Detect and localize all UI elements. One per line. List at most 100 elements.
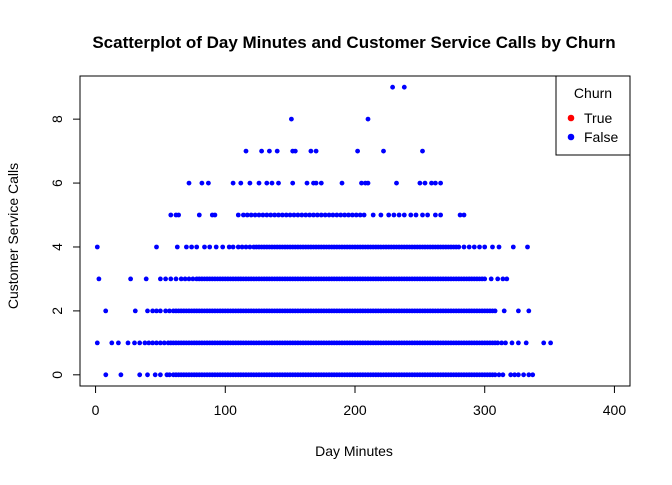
data-point bbox=[457, 212, 463, 218]
data-point bbox=[145, 308, 150, 314]
legend-title: Churn bbox=[574, 85, 612, 101]
data-point bbox=[178, 276, 184, 282]
data-point bbox=[137, 340, 143, 346]
data-point bbox=[308, 148, 314, 154]
data-point bbox=[280, 212, 285, 218]
data-point bbox=[161, 340, 167, 346]
data-point bbox=[408, 212, 414, 218]
data-point bbox=[207, 244, 213, 250]
data-point bbox=[132, 340, 137, 346]
data-point bbox=[339, 180, 345, 186]
data-point bbox=[330, 212, 336, 218]
data-point bbox=[401, 212, 407, 218]
data-point bbox=[357, 212, 363, 218]
data-point bbox=[182, 276, 188, 282]
data-point bbox=[516, 340, 521, 346]
legend-box bbox=[555, 75, 631, 156]
data-point bbox=[235, 244, 241, 250]
data-point bbox=[289, 116, 294, 122]
data-point bbox=[394, 180, 399, 186]
data-point bbox=[307, 212, 312, 218]
data-point bbox=[103, 372, 109, 378]
data-point bbox=[158, 372, 163, 378]
data-point bbox=[548, 340, 553, 346]
data-point bbox=[361, 212, 367, 218]
data-point bbox=[512, 372, 517, 378]
data-point bbox=[490, 244, 495, 250]
data-point bbox=[283, 212, 289, 218]
data-point bbox=[167, 308, 172, 314]
data-point bbox=[422, 180, 428, 186]
data-point bbox=[269, 180, 275, 186]
data-point bbox=[322, 212, 328, 218]
data-point bbox=[189, 244, 195, 250]
data-point bbox=[311, 212, 316, 218]
data-point bbox=[248, 212, 254, 218]
data-point bbox=[142, 340, 148, 346]
data-point bbox=[417, 180, 423, 186]
data-point bbox=[516, 308, 521, 314]
data-point bbox=[163, 276, 169, 282]
data-point bbox=[509, 340, 515, 346]
data-point bbox=[238, 180, 244, 186]
data-point bbox=[503, 340, 508, 346]
data-point bbox=[425, 212, 430, 218]
data-point bbox=[359, 180, 364, 186]
data-point bbox=[365, 116, 371, 122]
y-tick-label: 4 bbox=[49, 243, 65, 251]
data-point bbox=[173, 276, 179, 282]
data-point bbox=[292, 148, 298, 154]
y-tick-label: 0 bbox=[49, 371, 65, 379]
data-point bbox=[499, 340, 504, 346]
data-point bbox=[230, 180, 236, 186]
data-point bbox=[429, 180, 434, 186]
data-point bbox=[94, 340, 100, 346]
data-point bbox=[150, 308, 156, 314]
data-point bbox=[132, 308, 138, 314]
data-point bbox=[96, 276, 102, 282]
data-point bbox=[291, 212, 297, 218]
data-point bbox=[396, 212, 402, 218]
data-point bbox=[501, 308, 507, 314]
data-point bbox=[186, 180, 192, 186]
data-point bbox=[239, 244, 245, 250]
data-point bbox=[370, 212, 376, 218]
data-point bbox=[303, 212, 309, 218]
legend-true-label: True bbox=[584, 110, 612, 126]
data-point bbox=[492, 372, 498, 378]
x-axis-label: Day Minutes bbox=[315, 443, 393, 459]
data-point bbox=[184, 244, 189, 250]
data-point bbox=[461, 244, 467, 250]
y-tick-label: 8 bbox=[49, 115, 65, 123]
data-point bbox=[353, 212, 359, 218]
data-point bbox=[391, 212, 397, 218]
data-point bbox=[174, 244, 180, 250]
data-point bbox=[541, 340, 547, 346]
data-point bbox=[158, 276, 163, 282]
data-point bbox=[190, 276, 196, 282]
data-point bbox=[274, 148, 280, 154]
data-point bbox=[438, 180, 443, 186]
data-point bbox=[355, 148, 360, 154]
data-point bbox=[116, 340, 121, 346]
data-point bbox=[456, 244, 462, 250]
data-point bbox=[315, 212, 320, 218]
data-point bbox=[109, 340, 115, 346]
data-point bbox=[318, 180, 324, 186]
data-point bbox=[241, 212, 246, 218]
data-point bbox=[525, 244, 530, 250]
data-point bbox=[276, 180, 281, 186]
data-point bbox=[530, 372, 536, 378]
data-point bbox=[213, 244, 219, 250]
data-point bbox=[103, 308, 109, 314]
data-point bbox=[152, 372, 158, 378]
data-point bbox=[365, 180, 371, 186]
data-point bbox=[304, 180, 310, 186]
data-point bbox=[295, 212, 301, 218]
data-point bbox=[516, 372, 521, 378]
data-point bbox=[342, 212, 347, 218]
chart-title: Scatterplot of Day Minutes and Customer … bbox=[92, 33, 615, 52]
data-point bbox=[438, 212, 443, 218]
data-point bbox=[338, 212, 344, 218]
data-point bbox=[350, 212, 355, 218]
